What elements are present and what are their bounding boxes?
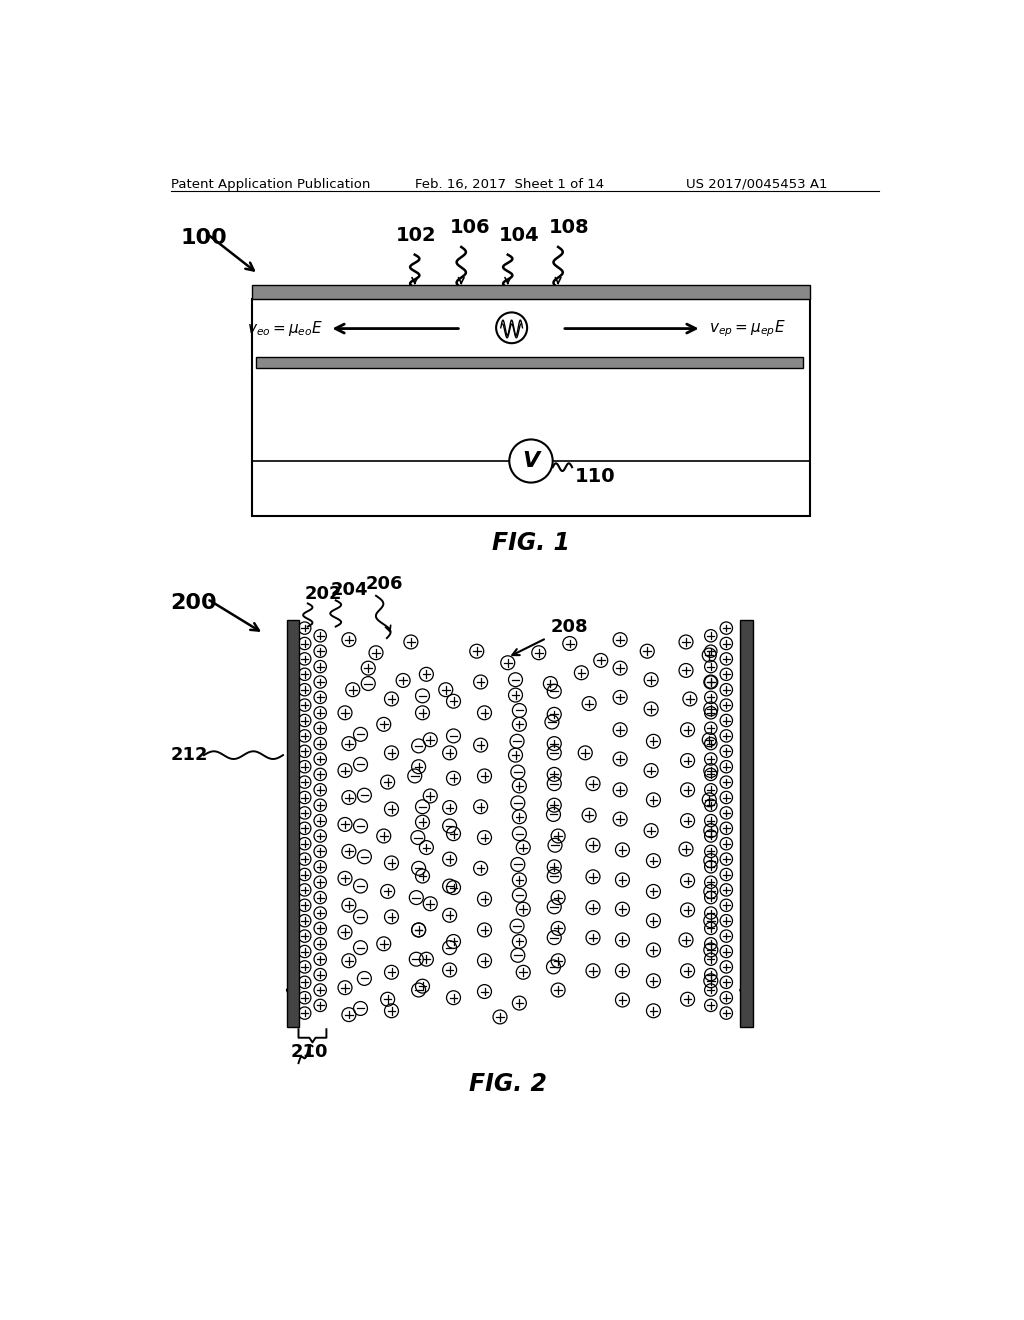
Text: 110: 110 — [574, 467, 615, 486]
Text: Feb. 16, 2017  Sheet 1 of 14: Feb. 16, 2017 Sheet 1 of 14 — [415, 178, 604, 190]
Text: US 2017/0045453 A1: US 2017/0045453 A1 — [686, 178, 827, 190]
Bar — [740, 620, 753, 1027]
Bar — [252, 298, 810, 516]
Text: 208: 208 — [550, 618, 588, 636]
Text: 204: 204 — [331, 581, 369, 599]
Text: 206: 206 — [366, 574, 403, 593]
Bar — [256, 358, 803, 368]
Text: $v_{ep}=\mu_{ep}E$: $v_{ep}=\mu_{ep}E$ — [710, 318, 785, 339]
Text: 212: 212 — [171, 746, 208, 764]
Text: 102: 102 — [395, 227, 436, 246]
Text: Patent Application Publication: Patent Application Publication — [171, 178, 370, 190]
Text: 210: 210 — [291, 1043, 329, 1061]
Text: 200: 200 — [171, 594, 217, 614]
Bar — [252, 285, 810, 298]
Text: 100: 100 — [180, 227, 227, 248]
Circle shape — [509, 440, 553, 483]
Text: 106: 106 — [450, 218, 490, 238]
Text: 202: 202 — [305, 586, 342, 603]
Text: FIG. 1: FIG. 1 — [492, 532, 570, 556]
Text: V: V — [522, 451, 540, 471]
Text: 104: 104 — [499, 227, 539, 246]
Bar — [287, 620, 299, 1027]
Text: 108: 108 — [549, 218, 590, 238]
Text: FIG. 2: FIG. 2 — [469, 1072, 547, 1096]
Text: $v_{eo}=\mu_{eo}E$: $v_{eo}=\mu_{eo}E$ — [247, 319, 324, 338]
